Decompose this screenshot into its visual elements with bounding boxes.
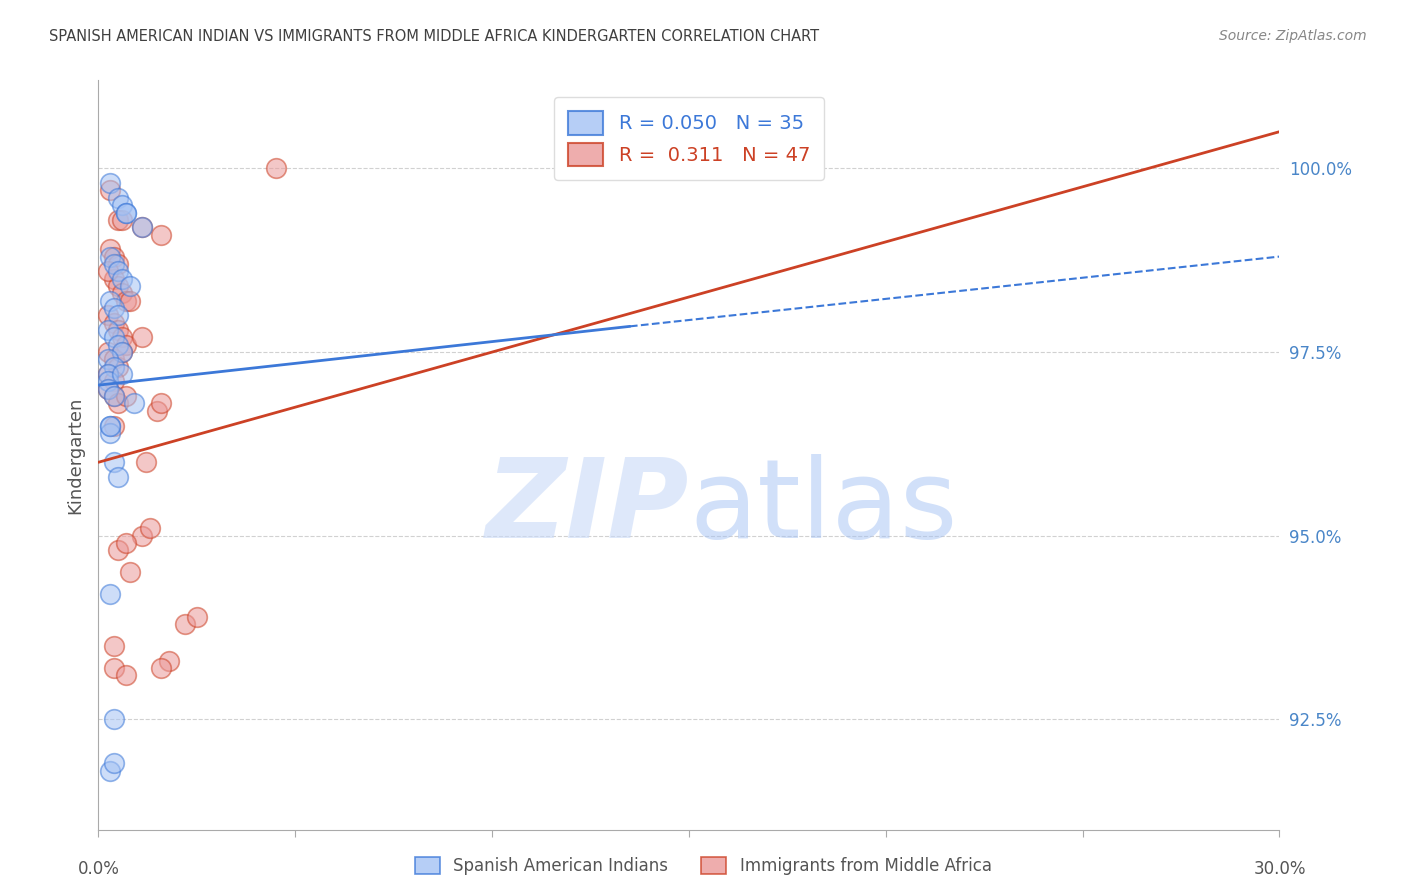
Text: ZIP: ZIP: [485, 454, 689, 561]
Point: [103, 250, 125, 264]
Legend: Spanish American Indians, Immigrants from Middle Africa: Spanish American Indians, Immigrants fro…: [406, 849, 1000, 884]
Legend: R = 0.050   N = 35, R =  0.311   N = 47: R = 0.050 N = 35, R = 0.311 N = 47: [554, 97, 824, 180]
Point: [98, 425, 121, 440]
Text: SPANISH AMERICAN INDIAN VS IMMIGRANTS FROM MIDDLE AFRICA KINDERGARTEN CORRELATIO: SPANISH AMERICAN INDIAN VS IMMIGRANTS FR…: [49, 29, 820, 44]
Point: [115, 389, 138, 403]
Y-axis label: Kindergarten: Kindergarten: [66, 396, 84, 514]
Point: [131, 330, 153, 344]
Point: [131, 529, 153, 543]
Point: [174, 616, 197, 631]
Point: [111, 198, 134, 212]
Point: [111, 345, 134, 359]
Point: [107, 257, 129, 271]
Point: [97, 345, 120, 359]
Point: [103, 271, 125, 285]
Point: [135, 455, 157, 469]
Point: [131, 220, 153, 235]
Point: [115, 293, 138, 308]
Point: [97, 352, 120, 367]
Point: [97, 367, 120, 381]
Point: [103, 389, 125, 403]
Point: [107, 396, 129, 410]
Point: [97, 309, 120, 323]
Point: [118, 279, 141, 293]
Point: [115, 205, 138, 219]
Point: [103, 661, 125, 675]
Point: [115, 536, 138, 550]
Point: [107, 337, 129, 351]
Point: [98, 242, 121, 256]
Point: [107, 470, 129, 484]
Point: [98, 293, 121, 308]
Text: 30.0%: 30.0%: [1253, 860, 1306, 878]
Point: [157, 654, 180, 668]
Text: 0.0%: 0.0%: [77, 860, 120, 878]
Point: [103, 712, 125, 726]
Point: [98, 418, 121, 433]
Point: [98, 764, 121, 778]
Point: [107, 309, 129, 323]
Point: [107, 191, 129, 205]
Point: [115, 668, 138, 682]
Point: [97, 382, 120, 396]
Point: [103, 418, 125, 433]
Point: [103, 352, 125, 367]
Point: [111, 212, 134, 227]
Point: [98, 176, 121, 190]
Point: [107, 279, 129, 293]
Point: [186, 609, 208, 624]
Point: [103, 257, 125, 271]
Point: [97, 375, 120, 389]
Point: [111, 367, 134, 381]
Point: [103, 301, 125, 315]
Point: [107, 543, 129, 558]
Point: [115, 337, 138, 351]
Text: atlas: atlas: [689, 454, 957, 561]
Point: [122, 396, 145, 410]
Point: [150, 661, 173, 675]
Point: [98, 250, 121, 264]
Point: [103, 359, 125, 374]
Point: [103, 330, 125, 344]
Point: [103, 316, 125, 330]
Point: [98, 418, 121, 433]
Point: [118, 566, 141, 580]
Point: [97, 264, 120, 278]
Point: [103, 375, 125, 389]
Point: [98, 184, 121, 198]
Point: [97, 382, 120, 396]
Point: [107, 212, 129, 227]
Point: [107, 359, 129, 374]
Point: [138, 521, 160, 535]
Point: [111, 271, 134, 285]
Point: [97, 323, 120, 337]
Point: [103, 389, 125, 403]
Point: [103, 639, 125, 653]
Point: [115, 205, 138, 219]
Point: [150, 396, 173, 410]
Point: [150, 227, 173, 242]
Point: [111, 286, 134, 301]
Point: [146, 404, 169, 418]
Point: [111, 345, 134, 359]
Point: [103, 756, 125, 771]
Point: [103, 455, 125, 469]
Point: [264, 161, 287, 176]
Point: [111, 330, 134, 344]
Point: [118, 293, 141, 308]
Point: [107, 323, 129, 337]
Text: Source: ZipAtlas.com: Source: ZipAtlas.com: [1219, 29, 1367, 43]
Point: [131, 220, 153, 235]
Point: [97, 367, 120, 381]
Point: [107, 264, 129, 278]
Point: [98, 587, 121, 601]
